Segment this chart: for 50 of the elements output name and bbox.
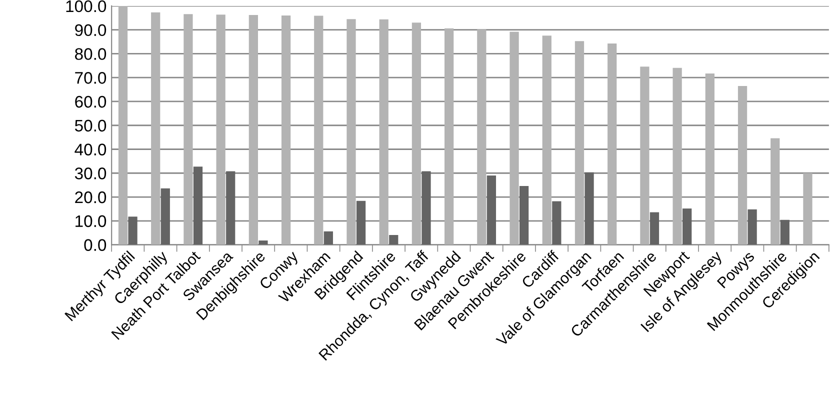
bar: [738, 86, 748, 245]
y-tick-label: 20.0: [75, 191, 106, 204]
bar: [248, 15, 258, 245]
bar: [281, 16, 291, 245]
bar: [640, 66, 650, 245]
bar: [346, 19, 356, 245]
y-tick-label: 70.0: [75, 72, 106, 84]
bar: [574, 41, 584, 245]
bar: [258, 240, 268, 245]
bar: [705, 74, 714, 245]
bar: [128, 216, 138, 245]
bar: [412, 22, 422, 245]
bar: [226, 171, 236, 245]
y-tick-label: 50.0: [74, 120, 106, 132]
y-tick-label: 100.0: [66, 0, 106, 12]
bar: [193, 166, 203, 245]
bar: [682, 208, 692, 245]
y-tick-label: 80.0: [75, 48, 106, 60]
bar: [477, 29, 486, 245]
bar: [379, 19, 388, 245]
bar: [542, 36, 552, 245]
bar: [519, 186, 529, 245]
bar: [584, 172, 594, 245]
bar: [650, 212, 660, 245]
bar: [803, 173, 812, 245]
bar: [324, 231, 333, 245]
y-tick-label: 90.0: [75, 24, 106, 36]
bar: [780, 220, 790, 245]
bar: [356, 200, 366, 245]
y-tick-label: 40.0: [74, 144, 106, 156]
bar: [672, 68, 682, 245]
bar: [389, 234, 398, 245]
bar: [552, 201, 562, 245]
bar: [314, 16, 324, 245]
bar: [160, 188, 170, 245]
y-tick-label: 10.0: [76, 215, 106, 228]
bar: [216, 14, 226, 245]
bar: [770, 138, 780, 245]
bar: [422, 171, 431, 245]
bar: [608, 43, 617, 245]
bar: [118, 6, 128, 245]
bar: [486, 176, 496, 245]
y-tick-label: 60.0: [75, 96, 106, 108]
bar: [444, 28, 454, 245]
y-tick-label: 0.0: [84, 239, 106, 251]
bar: [184, 14, 193, 245]
y-tick-label: 30.0: [74, 168, 106, 180]
bar: [151, 12, 160, 245]
bar: [510, 32, 519, 245]
bar: [748, 209, 757, 245]
